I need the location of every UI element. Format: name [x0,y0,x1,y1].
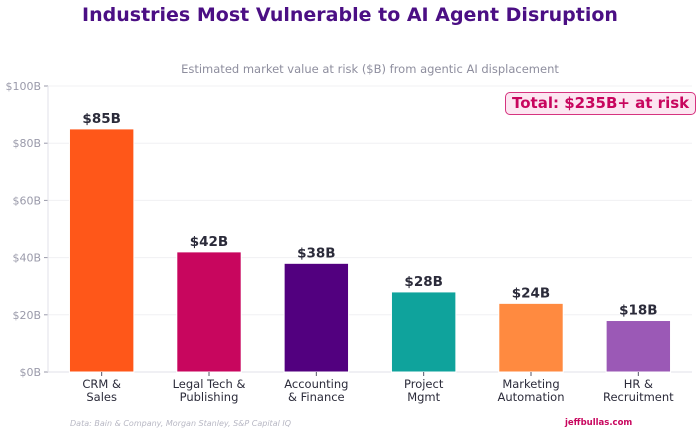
x-tick-label: Publishing [180,390,239,404]
total-annotation: Total: $235B+ at risk [505,92,697,115]
x-tick-label: Sales [86,390,117,404]
bar [176,251,242,373]
data-label: $42B [190,234,228,250]
brand-link[interactable]: jeffbullas.com [565,418,633,428]
data-label: $38B [297,245,335,261]
bar [390,291,457,373]
data-label: $24B [512,285,550,301]
bar [68,128,135,373]
x-tick-label: HR & [624,377,653,391]
bar [605,320,672,373]
source-note: Data: Bain & Company, Morgan Stanley, S&… [70,419,292,428]
x-tick-label: Automation [498,390,565,404]
x-tick-label: & Finance [288,390,345,404]
x-tick-label: Project [404,377,444,391]
data-label: $28B [404,274,442,290]
data-label: $85B [82,111,120,127]
x-tick-label: Legal Tech & [173,377,246,391]
x-tick-label: CRM & [82,377,121,391]
y-tick-label: $60B [12,194,41,207]
chart-subtitle: Estimated market value at risk ($B) from… [181,62,559,76]
bar [283,262,350,373]
x-tick-label: Recruitment [603,390,674,404]
data-label: $18B [619,303,657,319]
x-tick-label: Marketing [502,377,559,391]
x-tick-label: Accounting [284,377,348,391]
y-tick-label: $0B [19,366,41,379]
bar [498,302,564,373]
y-tick-label: $80B [12,137,41,150]
y-tick-label: $40B [12,252,41,265]
y-tick-label: $20B [12,309,41,322]
chart-title: Industries Most Vulnerable to AI Agent D… [82,4,618,26]
y-tick-label: $100B [5,80,41,93]
x-tick-label: Mgmt [407,390,440,404]
